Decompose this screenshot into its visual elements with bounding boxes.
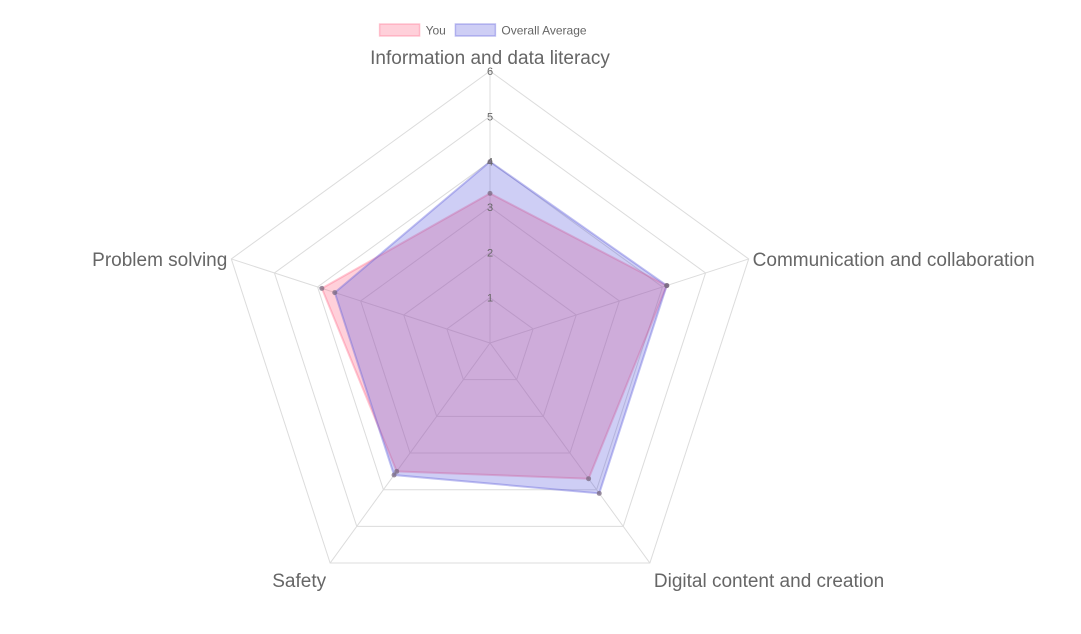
- grid-spoke-4: [329, 342, 491, 564]
- point-overall-average-1[interactable]: [487, 159, 493, 165]
- legend-label-overall-average: Overall Average: [501, 24, 586, 38]
- tick-label-5: 5: [487, 111, 493, 123]
- tick-labels: 1 2 3 4 5 6: [487, 66, 493, 305]
- grid-ring-6: [230, 70, 750, 564]
- grid-ring-4: [316, 161, 664, 491]
- grid: [230, 70, 750, 564]
- grid-ring-1: [446, 297, 534, 381]
- axis-label-communication-and-collaboration: Communication and collaboration: [753, 250, 1035, 271]
- point-overall-average-2[interactable]: [664, 283, 670, 289]
- axis-label-digital-content-and-creation: Digital content and creation: [654, 571, 884, 592]
- point-you-1[interactable]: [487, 190, 493, 196]
- grid-spoke-5: [231, 258, 491, 344]
- axis-label-information-and-data-literacy: Information and data literacy: [370, 48, 610, 69]
- legend-item-overall-average[interactable]: Overall Average: [454, 23, 587, 38]
- series-area-you: [320, 192, 669, 480]
- points-layer: [319, 159, 670, 496]
- grid-spoke-3: [489, 342, 651, 564]
- grid-ring-3: [360, 206, 620, 454]
- tick-label-4: 4: [487, 157, 493, 169]
- tick-label-1: 1: [487, 293, 493, 305]
- grid-ring-5: [273, 115, 707, 527]
- legend-swatch-you: [378, 23, 421, 37]
- point-you-4[interactable]: [394, 468, 400, 474]
- axis-labels: Information and data literacy Communicati…: [92, 48, 1035, 592]
- tick-label-3: 3: [487, 202, 493, 214]
- point-overall-average-4[interactable]: [391, 472, 397, 478]
- point-overall-average-5[interactable]: [332, 290, 338, 296]
- tick-label-2: 2: [487, 247, 493, 259]
- series-layer: [320, 160, 669, 495]
- legend-item-you[interactable]: You: [378, 23, 446, 38]
- legend[interactable]: You Overall Average: [378, 23, 587, 38]
- grid-spoke-2: [489, 258, 749, 344]
- legend-label-you: You: [426, 24, 446, 38]
- axis-label-safety: Safety: [272, 571, 326, 592]
- grid-ring-2: [403, 251, 577, 417]
- series-area-overall-average: [333, 160, 668, 495]
- point-overall-average-3[interactable]: [596, 490, 602, 496]
- legend-swatch-overall-average: [454, 23, 497, 37]
- tick-label-6: 6: [487, 66, 493, 78]
- axis-label-problem-solving: Problem solving: [92, 250, 227, 271]
- point-you-5[interactable]: [319, 285, 325, 291]
- point-you-3[interactable]: [586, 476, 592, 482]
